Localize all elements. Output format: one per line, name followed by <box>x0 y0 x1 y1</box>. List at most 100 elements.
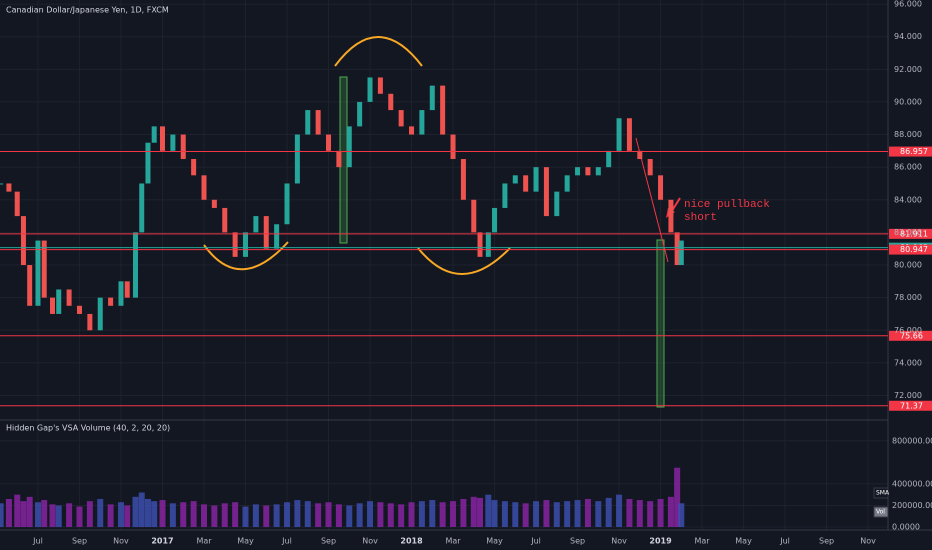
candle <box>523 175 529 192</box>
x-tick-label: Nov <box>362 537 378 546</box>
legend-label: SMA <box>876 490 890 497</box>
price-label-bg <box>889 228 932 239</box>
candle <box>346 126 352 168</box>
x-tick-label: Jul <box>779 537 790 546</box>
x-tick-label: Mar <box>196 537 212 546</box>
candle <box>124 281 130 298</box>
volume-bar <box>460 498 467 527</box>
volume-bar <box>159 500 166 527</box>
candle <box>357 101 363 127</box>
candle <box>170 134 176 151</box>
volume-bar <box>151 501 158 527</box>
chart-title: Canadian Dollar/Japanese Yen, 1D, FXCM <box>6 6 169 15</box>
volume-bar <box>470 496 477 527</box>
candle <box>211 199 217 208</box>
y-tick-label: 82.000 <box>894 228 922 237</box>
volume-bar <box>367 501 374 527</box>
volume-bar <box>398 504 405 527</box>
candle <box>294 134 300 184</box>
price-label: 86.957 <box>900 147 928 156</box>
candle <box>554 191 560 217</box>
y-tick-label: 78.000 <box>894 293 922 302</box>
volume-bar <box>429 500 436 527</box>
candle <box>315 110 321 135</box>
y-tick-label: 200000.0000 <box>892 501 932 510</box>
volume-bar <box>346 505 353 527</box>
volume-bar <box>138 492 145 527</box>
x-tick-label: Sep <box>819 537 834 546</box>
x-tick-label: May <box>486 537 503 546</box>
y-tick-label: 72.000 <box>894 391 922 400</box>
annotation: short <box>684 212 717 224</box>
candle <box>0 183 4 185</box>
volume-bar <box>616 494 623 527</box>
candle <box>668 199 674 233</box>
volume-bar <box>49 504 56 527</box>
candle <box>97 297 103 331</box>
candle <box>50 297 56 314</box>
candle <box>460 159 466 200</box>
x-tick-label: Sep <box>72 537 87 546</box>
volume-bar <box>315 503 322 527</box>
candle <box>409 126 415 135</box>
volume-bar <box>304 501 311 527</box>
volume-bar <box>678 503 685 527</box>
candle <box>674 232 680 266</box>
x-tick-label: Jul <box>281 537 292 546</box>
volume-bar <box>107 504 114 527</box>
volume-bar <box>595 501 602 527</box>
x-tick-label: Sep <box>321 537 336 546</box>
volume-bar <box>144 498 151 527</box>
x-tick-label: 2018 <box>400 537 423 546</box>
volume-bar <box>450 501 457 527</box>
volume-bar <box>674 467 681 527</box>
price-label: 71.37 <box>900 401 923 410</box>
candle <box>284 183 290 225</box>
y-tick-label: 84.000 <box>894 195 922 204</box>
candle <box>243 232 249 257</box>
candle <box>6 183 12 192</box>
volume-bar <box>439 502 446 527</box>
candle <box>637 150 643 160</box>
x-tick-label: Jul <box>530 537 541 546</box>
volume-bar <box>501 501 508 527</box>
volume-bar <box>0 503 4 527</box>
candle <box>191 159 197 176</box>
y-tick-label: 76.000 <box>894 326 922 335</box>
annotation: nice pullback <box>684 199 770 211</box>
candle <box>145 142 151 184</box>
volume-bar <box>491 500 498 527</box>
y-tick-label: 86.000 <box>894 163 922 172</box>
y-tick-label: 92.000 <box>894 65 922 74</box>
volume-bar <box>387 503 394 527</box>
legend-label: Vol <box>876 509 885 516</box>
candle <box>492 207 498 233</box>
price-label-bg <box>889 330 932 341</box>
volume-bar <box>263 505 270 527</box>
volume-bar <box>605 497 612 527</box>
candle <box>108 297 114 306</box>
volume-bar <box>284 502 291 527</box>
volume-bar <box>418 501 425 527</box>
candle <box>151 126 157 143</box>
y-tick-label: 90.000 <box>894 97 922 106</box>
volume-bar <box>574 500 581 527</box>
volume-bar <box>86 501 93 527</box>
candle <box>595 167 601 176</box>
volume-bar <box>377 502 384 527</box>
legend-bg <box>873 487 889 499</box>
volume-bar <box>533 501 540 527</box>
y-tick-label: 400000.0000 <box>892 479 932 488</box>
candle <box>76 305 82 314</box>
candle <box>678 240 684 266</box>
volume-bar <box>485 494 492 527</box>
volume-bar <box>477 497 484 527</box>
volume-bar <box>14 494 21 527</box>
price-label-bg <box>889 400 932 411</box>
x-tick-label: May <box>237 537 254 546</box>
candle <box>305 110 311 135</box>
candle <box>232 232 238 257</box>
volume-bar <box>667 496 674 527</box>
